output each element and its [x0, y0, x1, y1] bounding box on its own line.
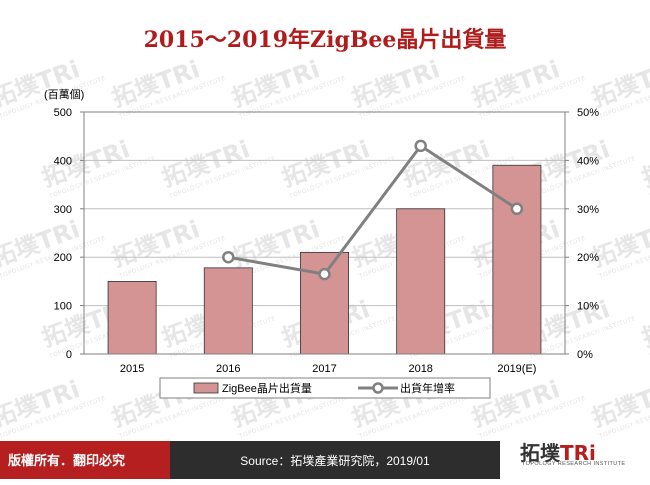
- y-axis-unit-label: (百萬個): [44, 88, 84, 101]
- bar: [492, 164, 542, 355]
- chart-title: 2015～2019年ZigBee晶片出貨量: [143, 27, 507, 53]
- y-axis-ticks: 0 100 200 300 400 500: [54, 107, 72, 361]
- bar: [203, 267, 253, 355]
- x-tick-label: 2018: [408, 363, 432, 375]
- y2-tick-label: 0%: [577, 349, 593, 361]
- y-tick-label: 300: [54, 204, 72, 216]
- bar: [396, 208, 446, 355]
- y-tick-label: 100: [54, 301, 72, 313]
- legend-label-line: 出貨年增率: [400, 381, 455, 395]
- footer-source-bar: [170, 441, 500, 479]
- growth-point: [510, 202, 524, 216]
- copyright-text: 版權所有．翻印必究: [8, 453, 126, 468]
- growth-point: [318, 267, 331, 281]
- y2-tick-label: 40%: [577, 155, 599, 167]
- legend-label-bar: ZigBee晶片出貨量: [222, 381, 312, 395]
- plot-border: [83, 111, 566, 355]
- growth-point: [414, 139, 427, 153]
- x-tick-label: 2016: [216, 363, 240, 375]
- x-axis-ticks: 2015 2016 2017 2018 2019(E): [120, 363, 537, 375]
- y2-tick-label: 10%: [577, 301, 599, 313]
- growth-point: [222, 250, 235, 264]
- axes: [80, 111, 569, 355]
- bar: [300, 251, 349, 355]
- legend-box: [159, 377, 491, 399]
- legend: ZigBee晶片出貨量 出貨年增率: [159, 377, 491, 399]
- y2-tick-label: 50%: [577, 107, 599, 119]
- footer-copyright-bar: [0, 441, 170, 479]
- y-tick-label: 200: [54, 252, 72, 264]
- chart-svg: (百萬個) 0 100 200 300 400 500 0% 10% 20% 30% 40% 50%…: [44, 88, 599, 399]
- x-tick-label: 2015: [120, 363, 144, 375]
- y2-axis-ticks: 0% 10% 20% 30% 40% 50%: [577, 107, 599, 361]
- growth-line: [222, 139, 524, 281]
- y2-tick-label: 20%: [577, 252, 599, 264]
- logo-tri-mark: TRi: [560, 441, 596, 465]
- logo-subtitle: TOPOLOGY RESEARCH INSTITUTE: [522, 461, 626, 467]
- y-tick-label: 500: [54, 107, 72, 119]
- growth-line-path: [228, 143, 518, 276]
- logo-text: 拓墣TRi: [520, 441, 596, 465]
- x-tick-label: 2019(E): [497, 363, 536, 375]
- y-tick-label: 0: [66, 349, 72, 361]
- y-tick-label: 400: [54, 155, 72, 167]
- legend-swatch-marker: [372, 382, 384, 394]
- source-text: Source：拓墣產業研究院，2019/01: [240, 454, 430, 468]
- legend-swatch-bar: [193, 382, 219, 394]
- bars: [107, 164, 542, 355]
- brand-logo: 拓墣TRi TOPOLOGY RESEARCH INSTITUTE: [520, 437, 630, 477]
- bar: [107, 280, 157, 355]
- y2-tick-label: 30%: [577, 204, 599, 216]
- x-tick-label: 2017: [312, 363, 336, 375]
